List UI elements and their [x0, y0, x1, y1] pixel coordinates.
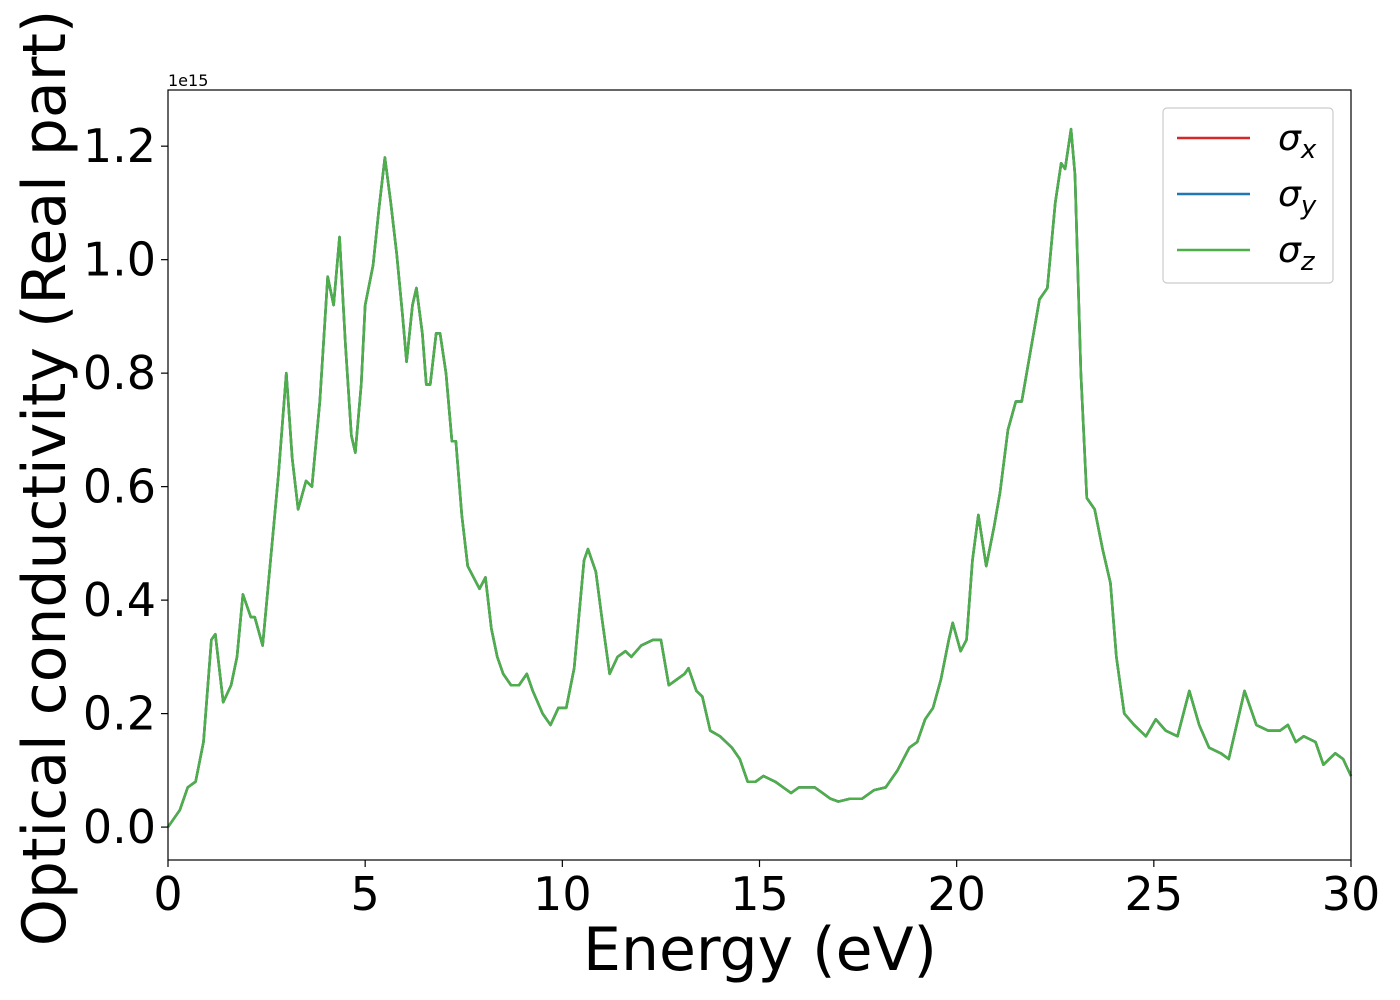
- legend-label: σx: [1278, 118, 1317, 165]
- y-tick-label: 1.2: [83, 119, 156, 173]
- y-tick-label: 1.0: [83, 233, 156, 287]
- x-tick-label: 5: [351, 867, 380, 921]
- x-axis-label: Energy (eV): [583, 915, 937, 985]
- x-tick-label: 30: [1322, 867, 1381, 921]
- x-tick-label: 15: [730, 867, 789, 921]
- series-line: [166, 127, 1353, 828]
- legend-label: σy: [1278, 174, 1317, 221]
- x-tick-label: 0: [153, 867, 182, 921]
- y-tick-label: 0.6: [83, 460, 156, 514]
- y-tick-label: 0.2: [83, 687, 156, 741]
- legend-box: [1162, 107, 1334, 284]
- y-tick-label: 0.0: [83, 800, 156, 854]
- y-tick-label: 0.4: [83, 573, 156, 627]
- x-tick-label: 25: [1125, 867, 1184, 921]
- offset-text: 1e15: [168, 71, 208, 90]
- x-tick-label: 20: [927, 867, 986, 921]
- y-tick-label: 0.8: [83, 346, 156, 400]
- legend-label: σz: [1278, 230, 1316, 277]
- plot-frame: [167, 89, 1352, 861]
- y-axis-label: Optical conductivity (Real part): [10, 10, 80, 947]
- x-tick-label: 10: [533, 867, 592, 921]
